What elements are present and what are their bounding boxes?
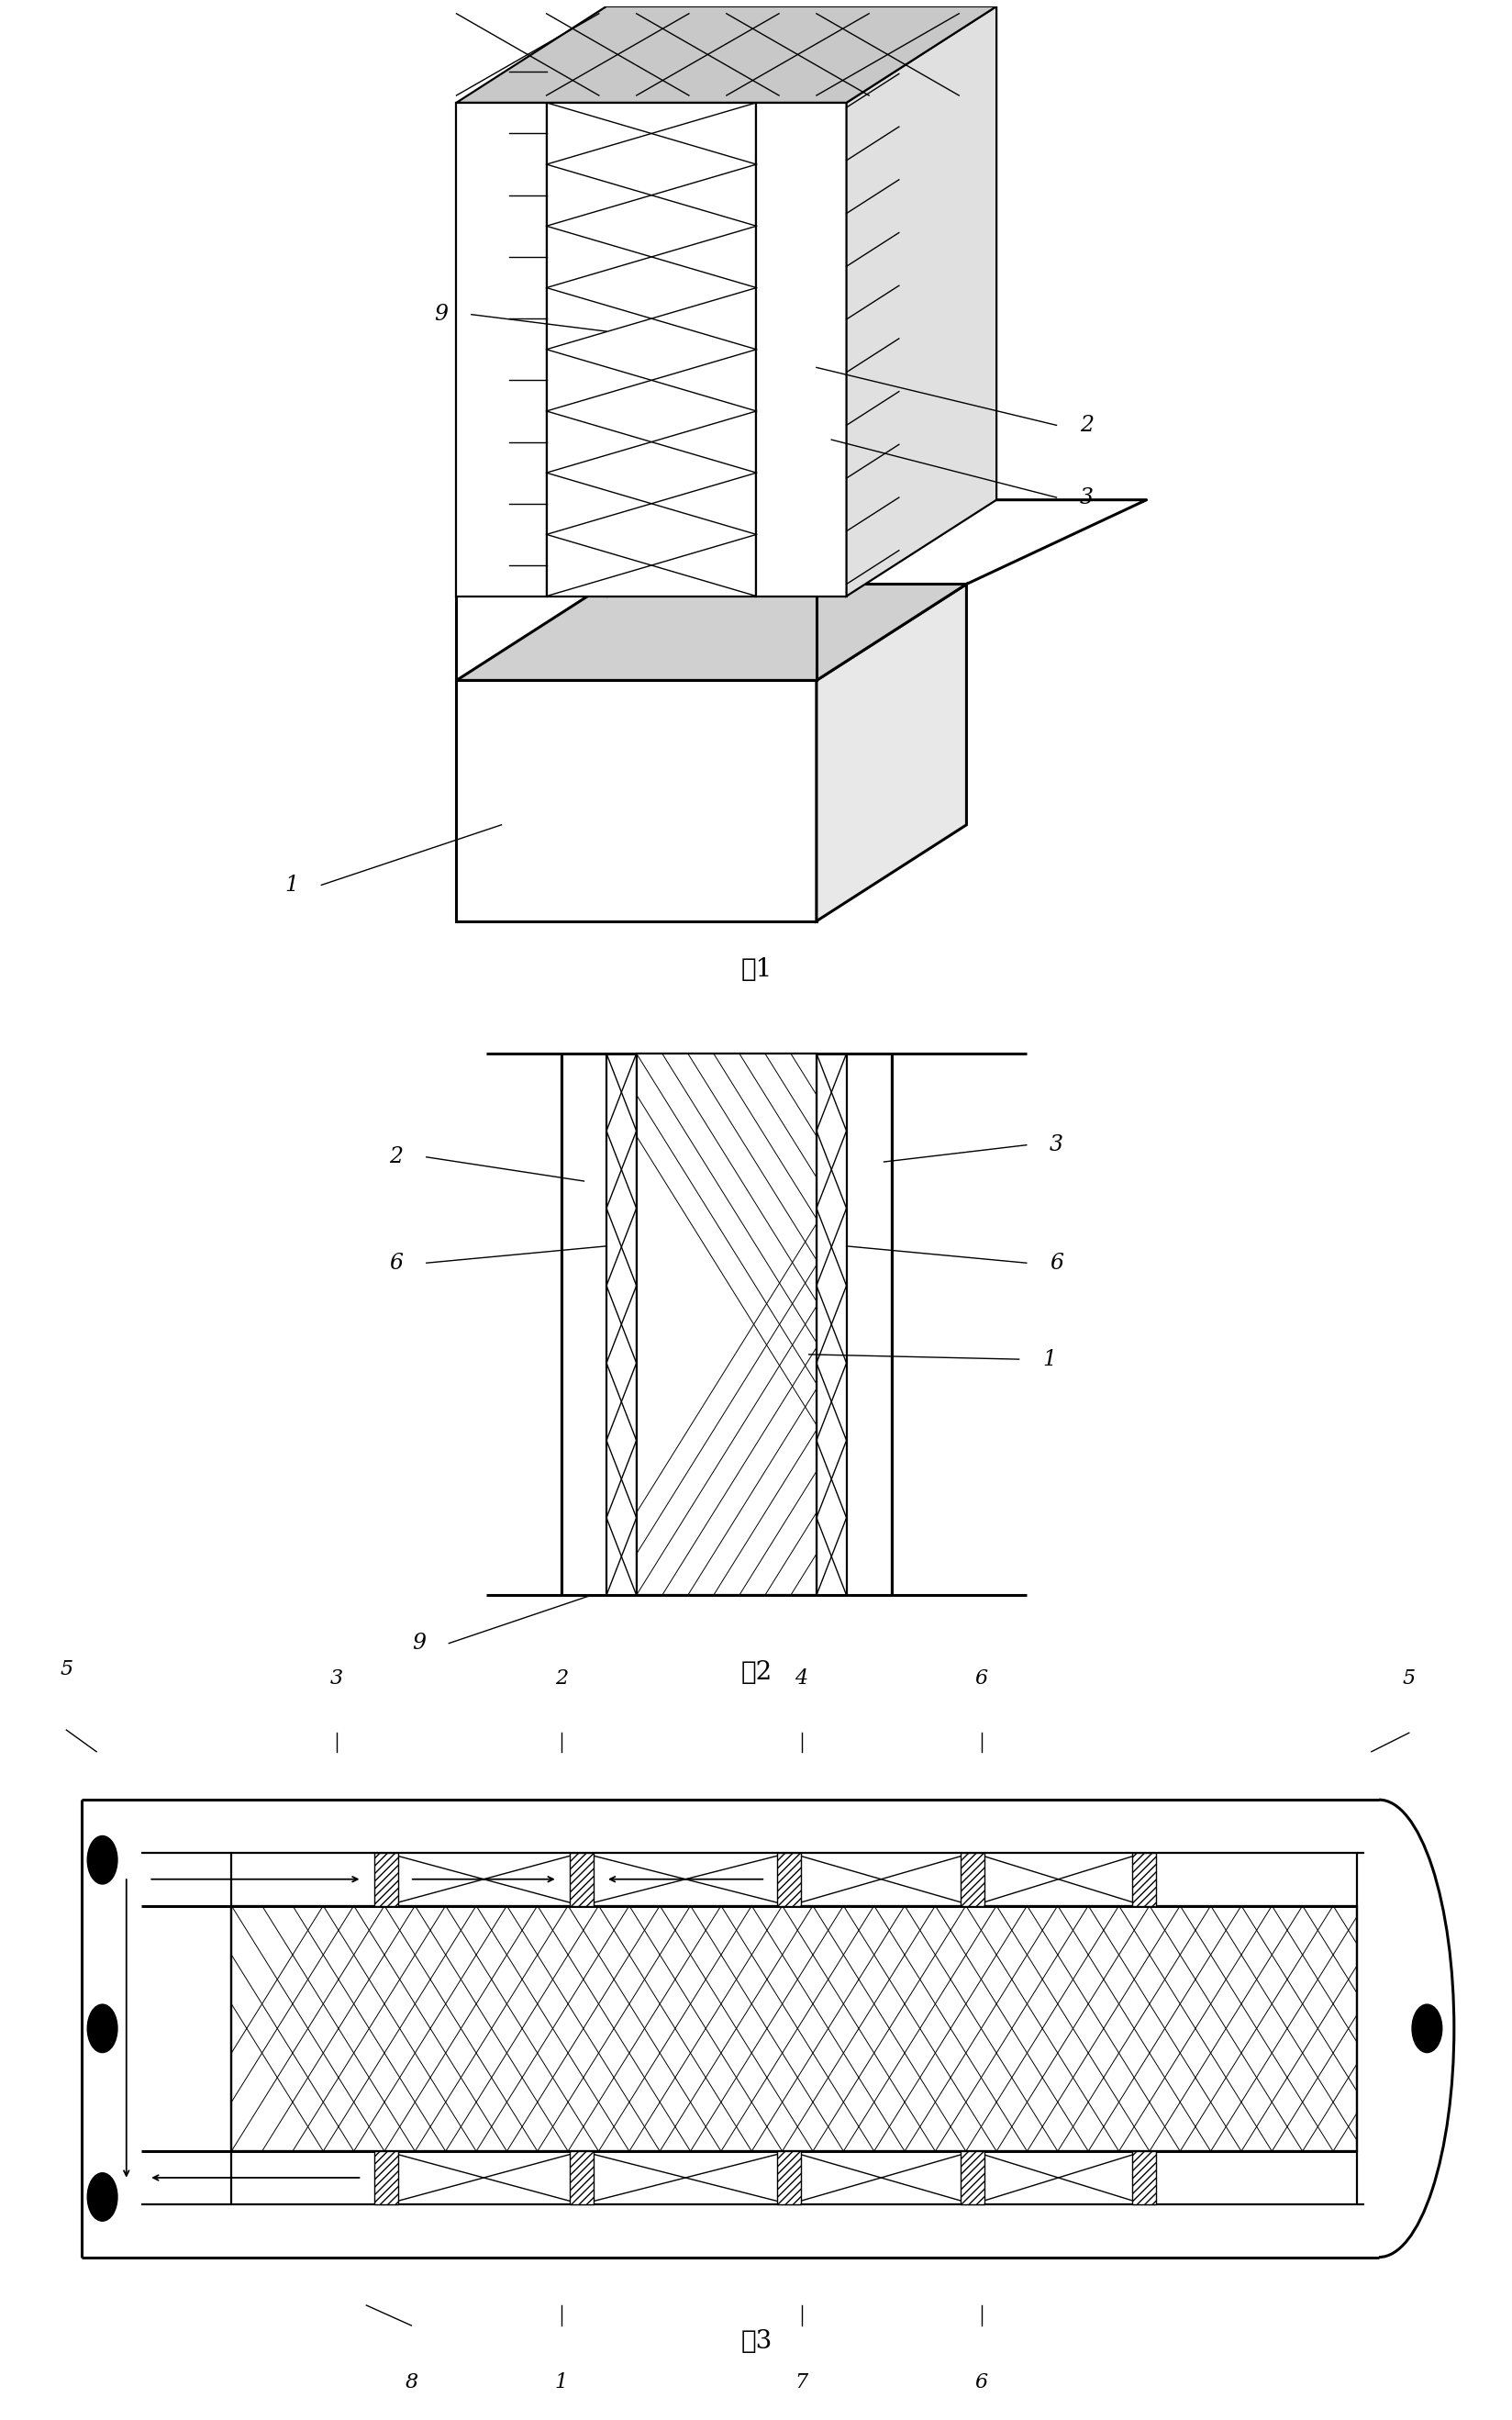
Text: 9: 9 [434, 305, 448, 324]
Polygon shape [546, 102, 756, 595]
Text: 4: 4 [794, 1670, 807, 1689]
Text: 6: 6 [389, 1254, 404, 1273]
Bar [960, 2151, 984, 2205]
Polygon shape [845, 7, 996, 595]
Polygon shape [457, 680, 816, 922]
Bar [231, 1905, 1356, 2151]
Text: 6: 6 [974, 2372, 987, 2393]
Bar [960, 1854, 984, 1905]
Text: 8: 8 [405, 2372, 417, 2393]
Text: 6: 6 [974, 1670, 987, 1689]
Text: 图2: 图2 [741, 1660, 771, 1684]
Text: 9: 9 [411, 1634, 425, 1653]
Circle shape [88, 1837, 118, 1885]
Bar [569, 2151, 593, 2205]
Bar [373, 2151, 398, 2205]
Bar [1131, 2151, 1155, 2205]
Polygon shape [457, 7, 996, 102]
Text: 2: 2 [389, 1147, 404, 1166]
Text: 图3: 图3 [741, 2328, 771, 2355]
Bar [569, 1854, 593, 1905]
Bar [1131, 1854, 1155, 1905]
Text: 3: 3 [1049, 1135, 1063, 1157]
Bar [777, 1854, 801, 1905]
Bar [637, 1053, 816, 1595]
Bar [373, 1854, 398, 1905]
Text: 6: 6 [1049, 1254, 1063, 1273]
Circle shape [1411, 2004, 1441, 2052]
Text: 3: 3 [1080, 486, 1093, 508]
Text: 3: 3 [330, 1670, 343, 1689]
Polygon shape [457, 583, 966, 680]
Text: 2: 2 [555, 1670, 567, 1689]
Text: 7: 7 [794, 2372, 807, 2393]
Circle shape [88, 2173, 118, 2222]
Text: 1: 1 [284, 874, 298, 895]
Text: 图1: 图1 [741, 956, 771, 983]
Text: 1: 1 [1042, 1348, 1055, 1370]
Text: 2: 2 [1080, 414, 1093, 436]
Polygon shape [457, 102, 546, 595]
Text: 5: 5 [60, 1660, 73, 1679]
Polygon shape [756, 102, 845, 595]
Bar [777, 2151, 801, 2205]
Text: 1: 1 [555, 2372, 567, 2393]
Polygon shape [816, 583, 966, 922]
Circle shape [88, 2004, 118, 2052]
Text: 5: 5 [1402, 1670, 1415, 1689]
